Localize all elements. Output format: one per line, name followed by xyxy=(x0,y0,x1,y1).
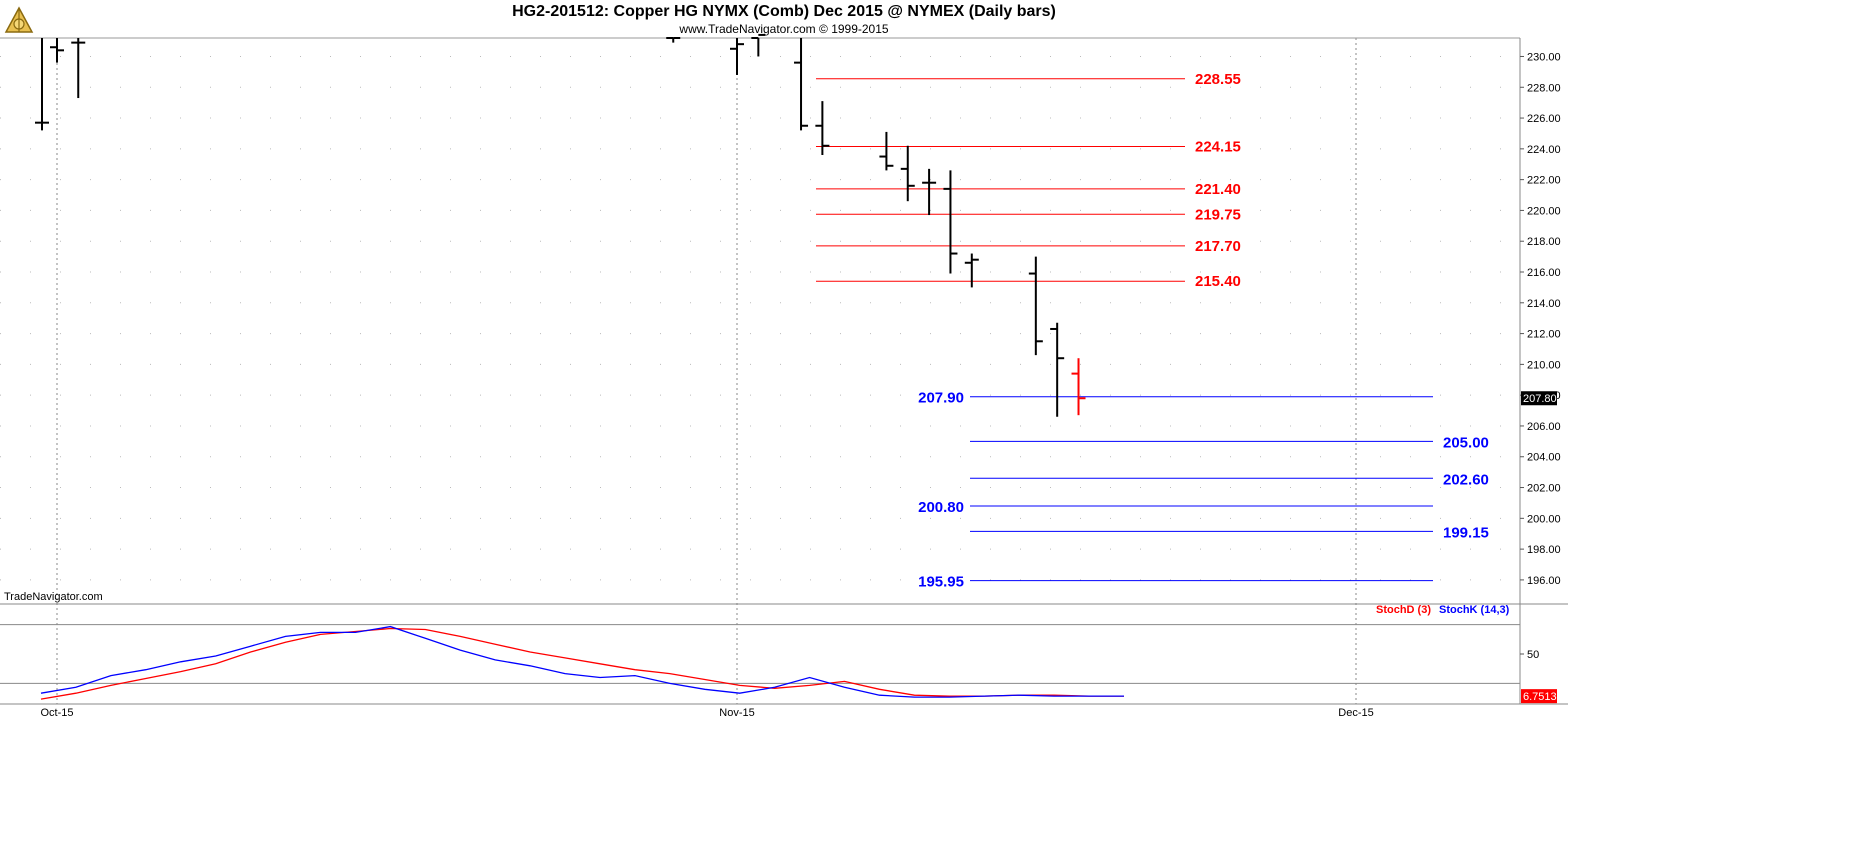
panel-frames xyxy=(0,37,1568,705)
stochd-legend: StochD (3) xyxy=(1376,604,1431,616)
stochk-legend: StochK (14,3) xyxy=(1439,604,1510,616)
price-gridlines xyxy=(0,55,1520,581)
stoch-value-label: 6.7513 xyxy=(1523,691,1557,703)
current-price-label: 207.80 xyxy=(1523,393,1557,405)
support-label: 199.15 xyxy=(1443,524,1489,541)
stochk-line xyxy=(40,625,1124,698)
price-tick-label: 226.00 xyxy=(1527,113,1561,125)
stochastic-panel: 50 6.7513 xyxy=(0,624,1557,704)
price-tick-label: 202.00 xyxy=(1527,483,1561,495)
price-tick-label: 212.00 xyxy=(1527,329,1561,341)
date-axis: Oct-15 Nov-15 Dec-15 xyxy=(40,707,1373,719)
resistance-label: 221.40 xyxy=(1195,181,1241,198)
chart-canvas: 228.55 224.15 221.40 219.75 217.70 215.40 207… xyxy=(0,33,1568,719)
resistance-label: 217.70 xyxy=(1195,238,1241,255)
price-tick-label: 218.00 xyxy=(1527,236,1561,248)
stoch-value-box xyxy=(1521,689,1557,704)
sextant-logo-icon xyxy=(2,2,36,36)
price-tick-label: 198.00 xyxy=(1527,544,1561,556)
support-lines: 207.90 205.00 202.60 200.80 199.15 195.95 xyxy=(918,390,1489,591)
support-label: 207.90 xyxy=(918,390,964,407)
price-tick-label: 228.00 xyxy=(1527,82,1561,94)
price-tick-label: 230.00 xyxy=(1527,51,1561,63)
price-tick-label: 214.00 xyxy=(1527,298,1561,310)
price-tick-label: 224.00 xyxy=(1527,144,1561,156)
price-tick-label: 204.00 xyxy=(1527,452,1561,464)
price-tick-label: 216.00 xyxy=(1527,267,1561,279)
resistance-label: 215.40 xyxy=(1195,273,1241,290)
support-label: 200.80 xyxy=(918,499,964,516)
price-tick-label: 196.00 xyxy=(1527,575,1561,587)
date-lines xyxy=(56,38,1357,704)
resistance-lines: 228.55 224.15 221.40 219.75 217.70 215.40 xyxy=(816,71,1241,290)
resistance-label: 219.75 xyxy=(1195,206,1241,223)
price-axis: 230.00 228.00 226.00 224.00 222.00 220.00 218.… xyxy=(1520,51,1561,587)
date-tick-label: Oct-15 xyxy=(40,707,73,719)
chart-subtitle: www.TradeNavigator.com © 1999-2015 xyxy=(679,22,889,36)
price-tick-label: 220.00 xyxy=(1527,205,1561,217)
stoch-tick-label: 50 xyxy=(1527,649,1539,661)
support-label: 205.00 xyxy=(1443,434,1489,451)
price-tick-label: 200.00 xyxy=(1527,513,1561,525)
resistance-label: 228.55 xyxy=(1195,71,1241,88)
date-tick-label: Nov-15 xyxy=(719,707,754,719)
stochd-line xyxy=(40,627,1124,700)
price-bars xyxy=(35,33,1086,417)
support-label: 202.60 xyxy=(1443,471,1489,488)
chart-title: HG2-201512: Copper HG NYMX (Comb) Dec 20… xyxy=(512,3,1056,20)
support-label: 195.95 xyxy=(918,574,964,591)
resistance-label: 224.15 xyxy=(1195,139,1241,156)
watermark: TradeNavigator.com xyxy=(4,591,103,603)
date-tick-label: Dec-15 xyxy=(1338,707,1373,719)
price-tick-label: 206.00 xyxy=(1527,421,1561,433)
current-price-box xyxy=(1521,391,1557,406)
price-tick-label: 222.00 xyxy=(1527,175,1561,187)
price-tick-label: 210.00 xyxy=(1527,359,1561,371)
